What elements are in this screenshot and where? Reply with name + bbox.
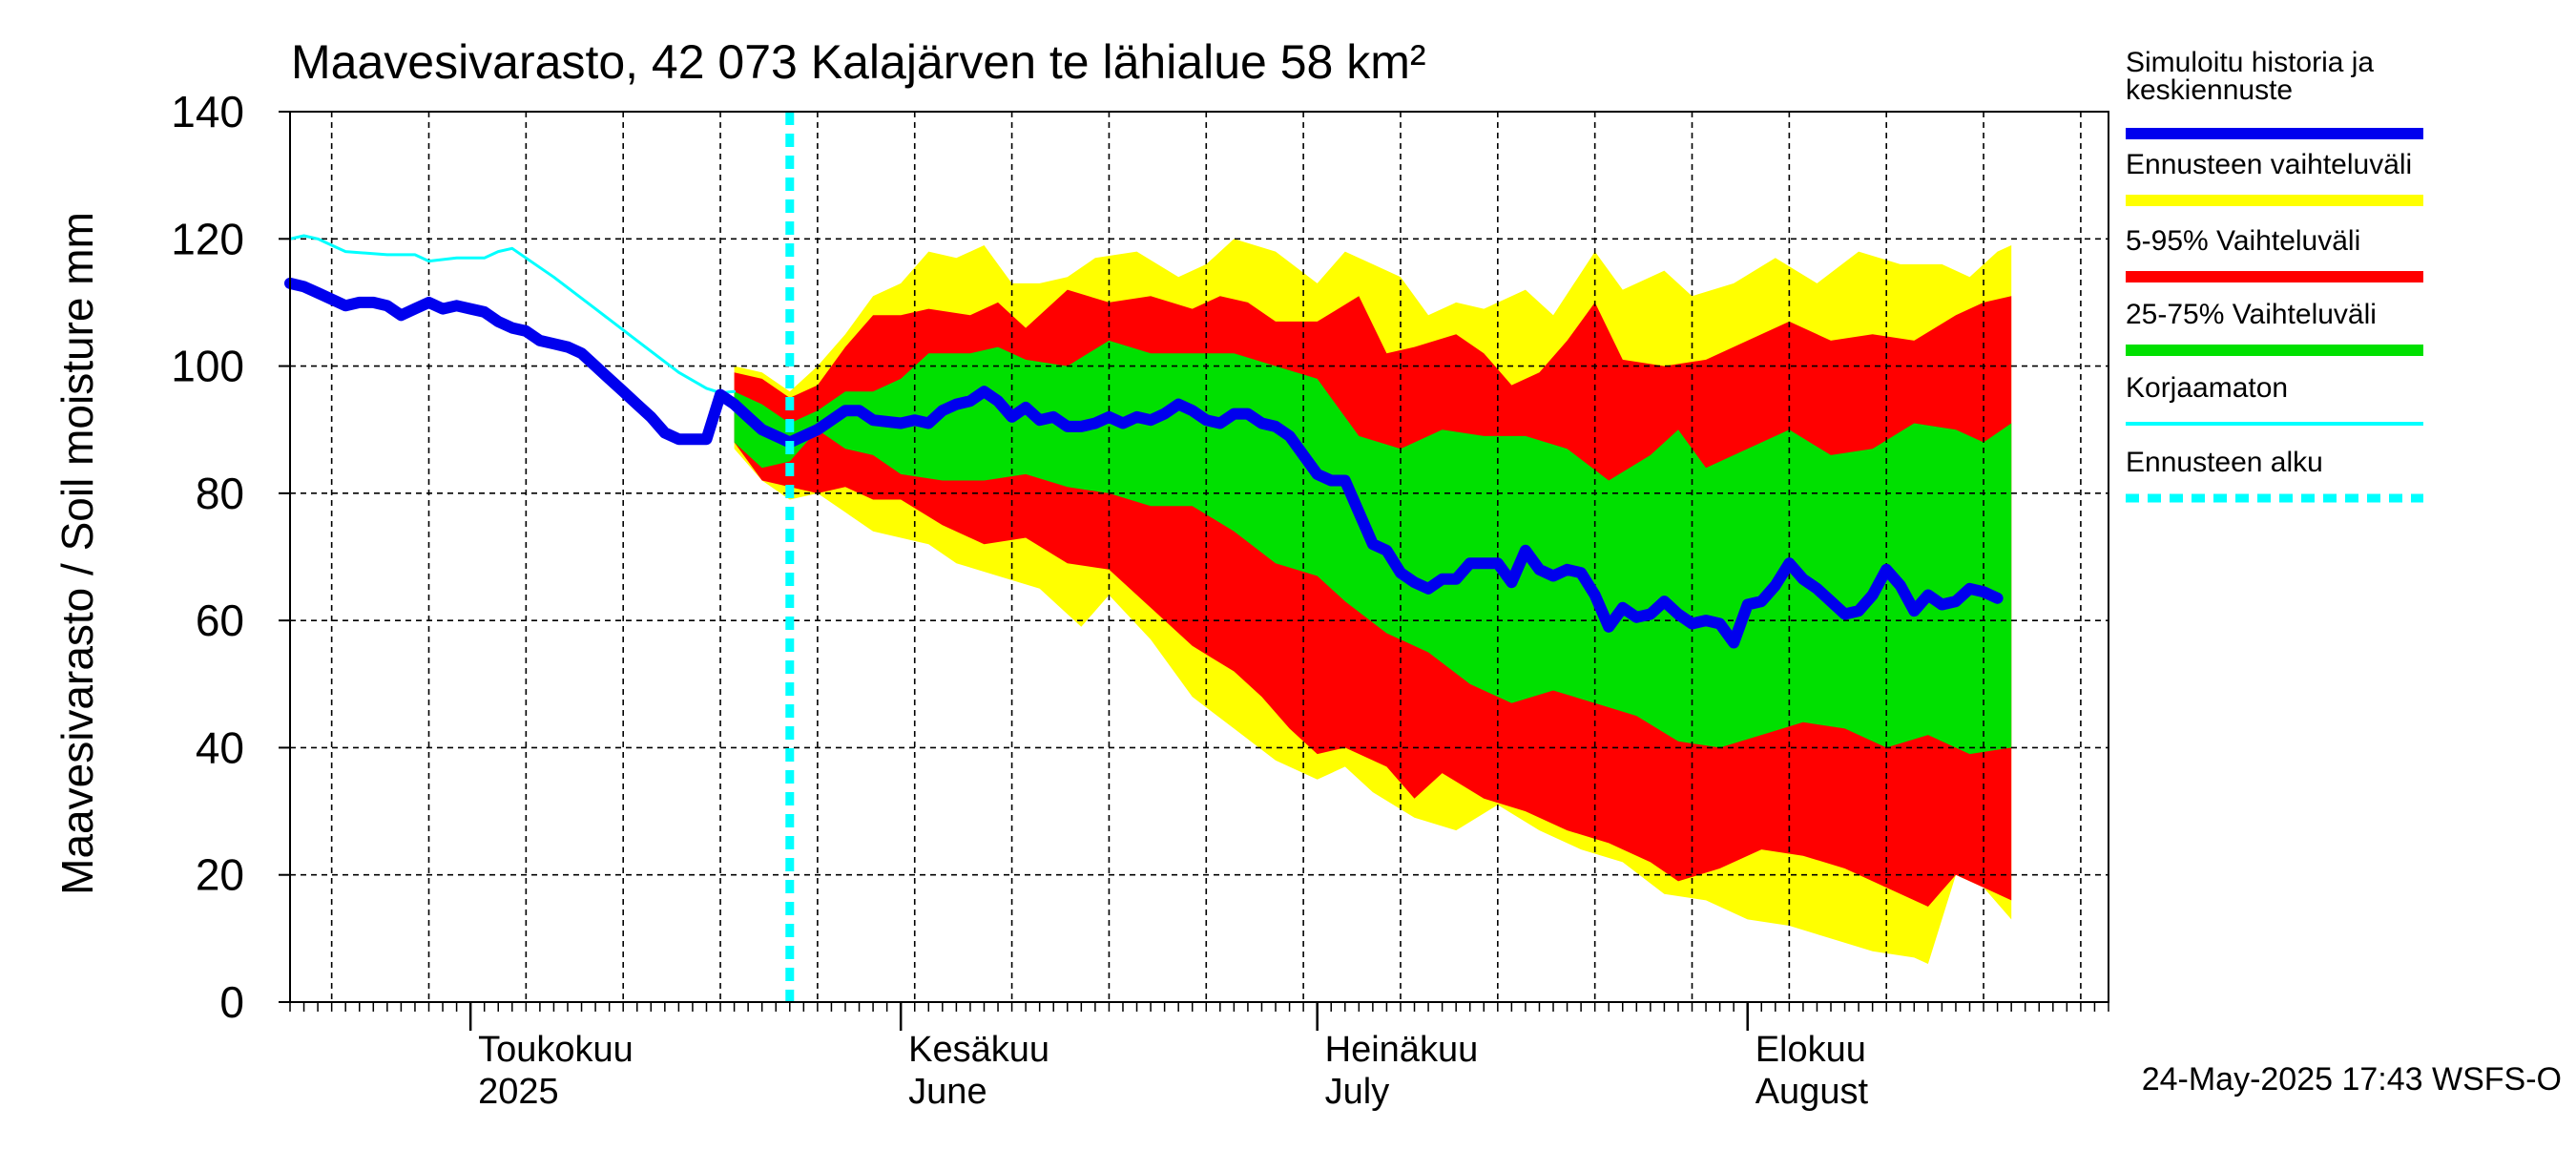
legend: Simuloitu historia ja keskiennuste Ennuste…	[2126, 47, 2423, 503]
y-tick-label: 100	[171, 342, 244, 391]
axes	[289, 111, 2109, 1003]
month-sublabel-4: August	[1755, 1072, 1869, 1112]
forecast-bands	[734, 239, 2012, 965]
simulated-median-line	[284, 277, 2004, 649]
y-tick-label: 60	[196, 596, 244, 645]
month-label-3: Heinäkuu	[1325, 1030, 1479, 1070]
month-label-4: Elokuu	[1755, 1030, 1866, 1070]
legend-label-5: Korjaamaton	[2126, 372, 2288, 404]
legend-label-6: Ennusteen alku	[2126, 447, 2323, 478]
uncorrected-line	[288, 234, 737, 395]
legend-label-4: 25-75% Vaihteluväli	[2126, 299, 2377, 330]
y-tick-label: 80	[196, 469, 244, 518]
month-sublabel-2: June	[908, 1072, 987, 1112]
y-tick-label: 140	[171, 87, 244, 136]
y-tick-label: 40	[196, 722, 244, 772]
month-label-2: Kesäkuu	[908, 1030, 1049, 1070]
month-label-1: Toukokuu	[478, 1030, 634, 1070]
y-axis-label: Maavesivarasto / Soil moisture mm	[52, 212, 102, 895]
y-tick-label: 120	[171, 214, 244, 263]
y-tick-label: 20	[196, 850, 244, 900]
month-sublabel-3: July	[1325, 1072, 1390, 1112]
series-lines	[284, 112, 2004, 1002]
legend-label-3: 5-95% Vaihteluväli	[2126, 225, 2360, 257]
grid-lines	[290, 112, 2109, 1002]
month-sublabel-1: 2025	[478, 1072, 559, 1112]
legend-label-1: Simuloitu historia ja keskiennuste	[2126, 47, 2374, 106]
plot-frame	[289, 111, 2109, 1003]
legend-label-2: Ennusteen vaihteluväli	[2126, 149, 2412, 180]
timestamp: 24-May-2025 17:43 WSFS-O	[2142, 1061, 2562, 1098]
y-tick-label: 0	[219, 977, 244, 1027]
chart-title: Maavesivarasto, 42 073 Kalajärven te läh…	[291, 35, 1426, 89]
